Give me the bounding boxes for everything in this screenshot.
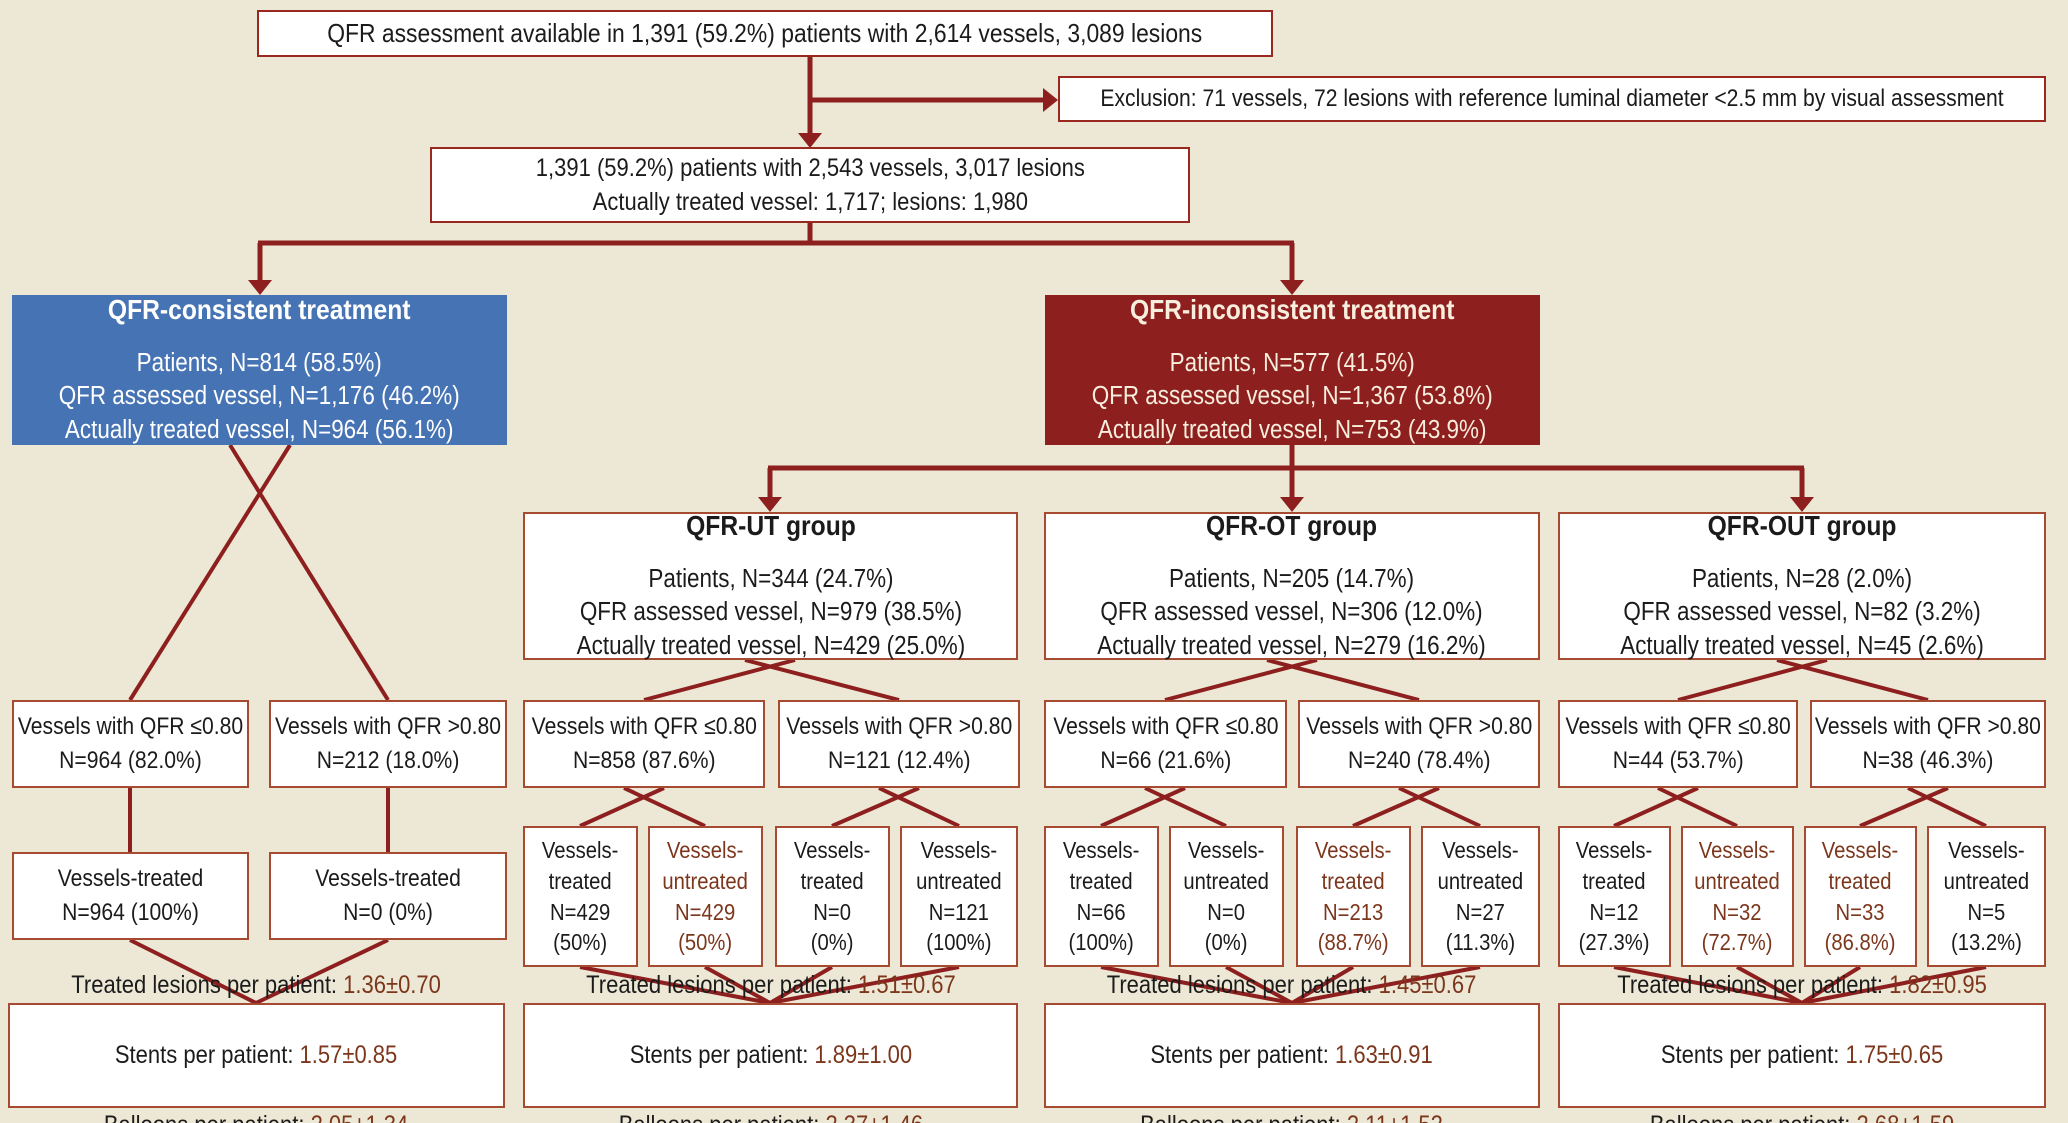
consistent-qfr-le-box: Vessels with QFR ≤0.80 N=964 (82.0%) (12, 700, 249, 788)
out-summary-box: Treated lesions per patient: 1.82±0.95 S… (1558, 971, 2046, 1123)
consistent-treated-le-box: Vessels-treated N=964 (100%) (12, 852, 249, 940)
qfr-ot-group-box: QFR-OT group Patients, N=205 (14.7%) QFR… (1044, 510, 1540, 660)
ut-details: Patients, N=344 (24.7%) QFR assessed ves… (576, 564, 965, 661)
ot-branch-lines (1100, 658, 1481, 1005)
consistent-title: QFR-consistent treatment (108, 294, 411, 326)
ot-summary-box: Treated lesions per patient: 1.45±0.67 S… (1044, 971, 1540, 1123)
qfr-out-group-box: QFR-OUT group Patients, N=28 (2.0%) QFR … (1558, 510, 2046, 660)
consistent-treated-gt-box: Vessels-treated N=0 (0%) (269, 852, 507, 940)
ot-title: QFR-OT group (1206, 510, 1378, 542)
main-arrows (248, 57, 1814, 512)
ut-outcome-untreated-le: Vessels- untreated N=429 (50%) (648, 826, 763, 967)
out-qfr-le-box: Vessels with QFR ≤0.80 N=44 (53.7%) (1558, 700, 1798, 788)
out-outcome-untreated-gt: Vessels- untreated N=5 (13.2%) (1927, 826, 2046, 967)
inconsistent-details: Patients, N=577 (41.5%) QFR assessed ves… (1092, 348, 1494, 445)
consistent-branch-lines (128, 443, 390, 1005)
ut-branch-lines (579, 658, 960, 1005)
ot-outcome-treated-gt: Vessels- treated N=213 (88.7%) (1296, 826, 1411, 967)
ot-outcome-treated-le: Vessels- treated N=66 (100%) (1044, 826, 1159, 967)
consistent-summary-box: Treated lesions per patient: 1.36±0.70 S… (8, 971, 505, 1123)
qfr-consistent-header-box: QFR-consistent treatment Patients, N=814… (12, 294, 507, 445)
out-title: QFR-OUT group (1707, 510, 1897, 542)
ut-outcome-treated-gt: Vessels- treated N=0 (0%) (775, 826, 890, 967)
inconsistent-title: QFR-inconsistent treatment (1130, 294, 1455, 326)
qfr-availability-box: QFR assessment available in 1,391 (59.2%… (257, 10, 1273, 57)
ot-qfr-gt-box: Vessels with QFR >0.80 N=240 (78.4%) (1298, 700, 1540, 788)
ot-qfr-le-box: Vessels with QFR ≤0.80 N=66 (21.6%) (1044, 700, 1287, 788)
out-details: Patients, N=28 (2.0%) QFR assessed vesse… (1620, 564, 1984, 661)
out-branch-lines (1613, 658, 1987, 1005)
qfr-inconsistent-header-box: QFR-inconsistent treatment Patients, N=5… (1045, 294, 1540, 445)
ut-qfr-gt-box: Vessels with QFR >0.80 N=121 (12.4%) (778, 700, 1020, 788)
out-outcome-treated-gt: Vessels- treated N=33 (86.8%) (1804, 826, 1917, 967)
out-outcome-untreated-le: Vessels- untreated N=32 (72.7%) (1681, 826, 1794, 967)
ot-outcome-untreated-le: Vessels- untreated N=0 (0%) (1169, 826, 1284, 967)
ut-qfr-le-box: Vessels with QFR ≤0.80 N=858 (87.6%) (523, 700, 765, 788)
out-qfr-gt-box: Vessels with QFR >0.80 N=38 (46.3%) (1810, 700, 2046, 788)
consistent-qfr-gt-box: Vessels with QFR >0.80 N=212 (18.0%) (269, 700, 507, 788)
consistent-details: Patients, N=814 (58.5%) QFR assessed ves… (59, 348, 461, 445)
ot-details: Patients, N=205 (14.7%) QFR assessed ves… (1097, 564, 1487, 661)
exclusion-box: Exclusion: 71 vessels, 72 lesions with r… (1058, 76, 2046, 122)
qfr-ut-group-box: QFR-UT group Patients, N=344 (24.7%) QFR… (523, 510, 1018, 660)
ut-title: QFR-UT group (685, 510, 856, 542)
ut-summary-box: Treated lesions per patient: 1.51±0.67 S… (523, 971, 1018, 1123)
cohort-box: 1,391 (59.2%) patients with 2,543 vessel… (430, 147, 1190, 223)
ut-outcome-treated-le: Vessels- treated N=429 (50%) (523, 826, 638, 967)
ut-outcome-untreated-gt: Vessels- untreated N=121 (100%) (900, 826, 1018, 967)
out-outcome-treated-le: Vessels- treated N=12 (27.3%) (1558, 826, 1671, 967)
ot-outcome-untreated-gt: Vessels- untreated N=27 (11.3%) (1421, 826, 1540, 967)
